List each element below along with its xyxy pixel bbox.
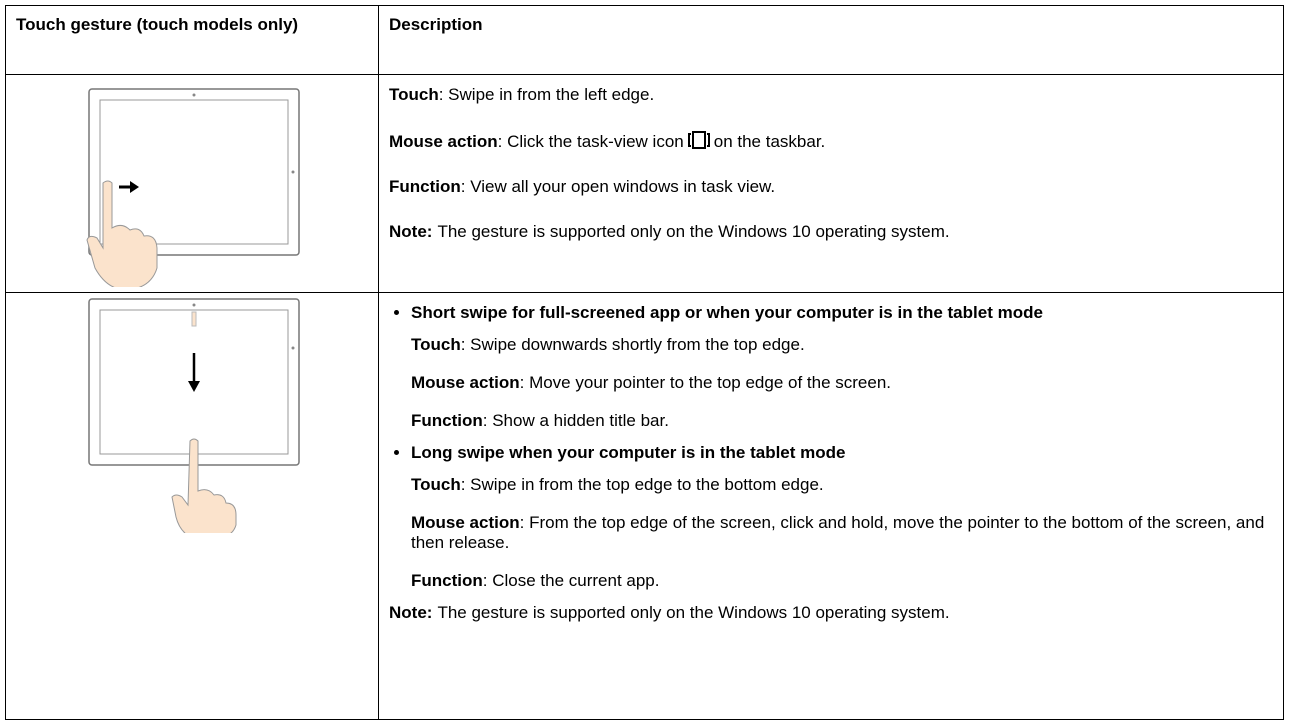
label: Mouse action — [411, 373, 520, 392]
bullet-item: Long swipe when your computer is in the … — [411, 443, 1273, 591]
text: : Move your pointer to the top edge of t… — [519, 373, 892, 392]
paragraph: Note: The gesture is supported only on th… — [389, 222, 1273, 242]
label: Mouse action — [411, 513, 520, 532]
text: : Swipe downwards shortly from the top e… — [460, 335, 805, 354]
text: : Swipe in from the top edge to the bott… — [460, 475, 824, 494]
label: Function — [389, 177, 461, 196]
text: The gesture is supported only on the Win… — [437, 222, 950, 241]
paragraph: Touch: Swipe downwards shortly from the … — [411, 335, 1273, 355]
bullet-list: Short swipe for full-screened app or whe… — [389, 303, 1273, 591]
text: : Close the current app. — [482, 571, 660, 590]
row: Touch: Swipe in from the left edge. Mouse… — [5, 74, 1284, 293]
paragraph: Mouse action: From the top edge of the s… — [411, 513, 1273, 553]
description-cell: Touch: Swipe in from the left edge. Mouse… — [378, 74, 1284, 293]
text: : Click the task-view icon — [497, 132, 684, 151]
illustration-cell — [5, 74, 379, 293]
header-row: Touch gesture (touch models only) Descri… — [5, 5, 1284, 75]
bullet-heading: Short swipe for full-screened app or whe… — [411, 303, 1043, 322]
paragraph: Function: Close the current app. — [411, 571, 1273, 591]
paragraph: Mouse action: Move your pointer to the t… — [411, 373, 1273, 393]
label: Mouse action — [389, 132, 498, 151]
label: Touch — [389, 85, 439, 104]
label: Note: — [389, 603, 433, 622]
text: : Show a hidden title bar. — [482, 411, 669, 430]
gesture-table: Touch gesture (touch models only) Descri… — [5, 5, 1284, 720]
label: Touch — [411, 335, 461, 354]
text: : View all your open windows in task vie… — [460, 177, 776, 196]
text: : Swipe in from the left edge. — [438, 85, 655, 104]
bullet-item: Short swipe for full-screened app or whe… — [411, 303, 1273, 431]
task-view-icon — [687, 131, 710, 149]
paragraph: Function: Show a hidden title bar. — [411, 411, 1273, 431]
gesture-illustration — [86, 88, 300, 291]
gesture-illustration — [88, 298, 300, 540]
paragraph: Touch: Swipe in from the left edge. — [389, 85, 1273, 105]
text: : From the top edge of the screen, click… — [411, 513, 1265, 552]
label: Touch — [411, 475, 461, 494]
label: Function — [411, 411, 483, 430]
row: Short swipe for full-screened app or whe… — [5, 292, 1284, 720]
paragraph: Note: The gesture is supported only on th… — [389, 603, 1273, 623]
sub-paragraphs: Touch: Swipe downwards shortly from the … — [411, 335, 1273, 431]
text: The gesture is supported only on the Win… — [437, 603, 950, 622]
paragraph: Touch: Swipe in from the top edge to the… — [411, 475, 1273, 495]
text: on the taskbar. — [713, 132, 826, 151]
bullet-heading: Long swipe when your computer is in the … — [411, 443, 846, 462]
header-cell: Touch gesture (touch models only) — [5, 5, 379, 75]
paragraph: Function: View all your open windows in … — [389, 177, 1273, 197]
paragraph: Mouse action: Click the task-view icon on… — [389, 130, 1273, 152]
illustration-cell — [5, 292, 379, 720]
header-cell: Description — [378, 5, 1284, 75]
label: Note: — [389, 222, 433, 241]
label: Function — [411, 571, 483, 590]
description-cell: Short swipe for full-screened app or whe… — [378, 292, 1284, 720]
sub-paragraphs: Touch: Swipe in from the top edge to the… — [411, 475, 1273, 591]
